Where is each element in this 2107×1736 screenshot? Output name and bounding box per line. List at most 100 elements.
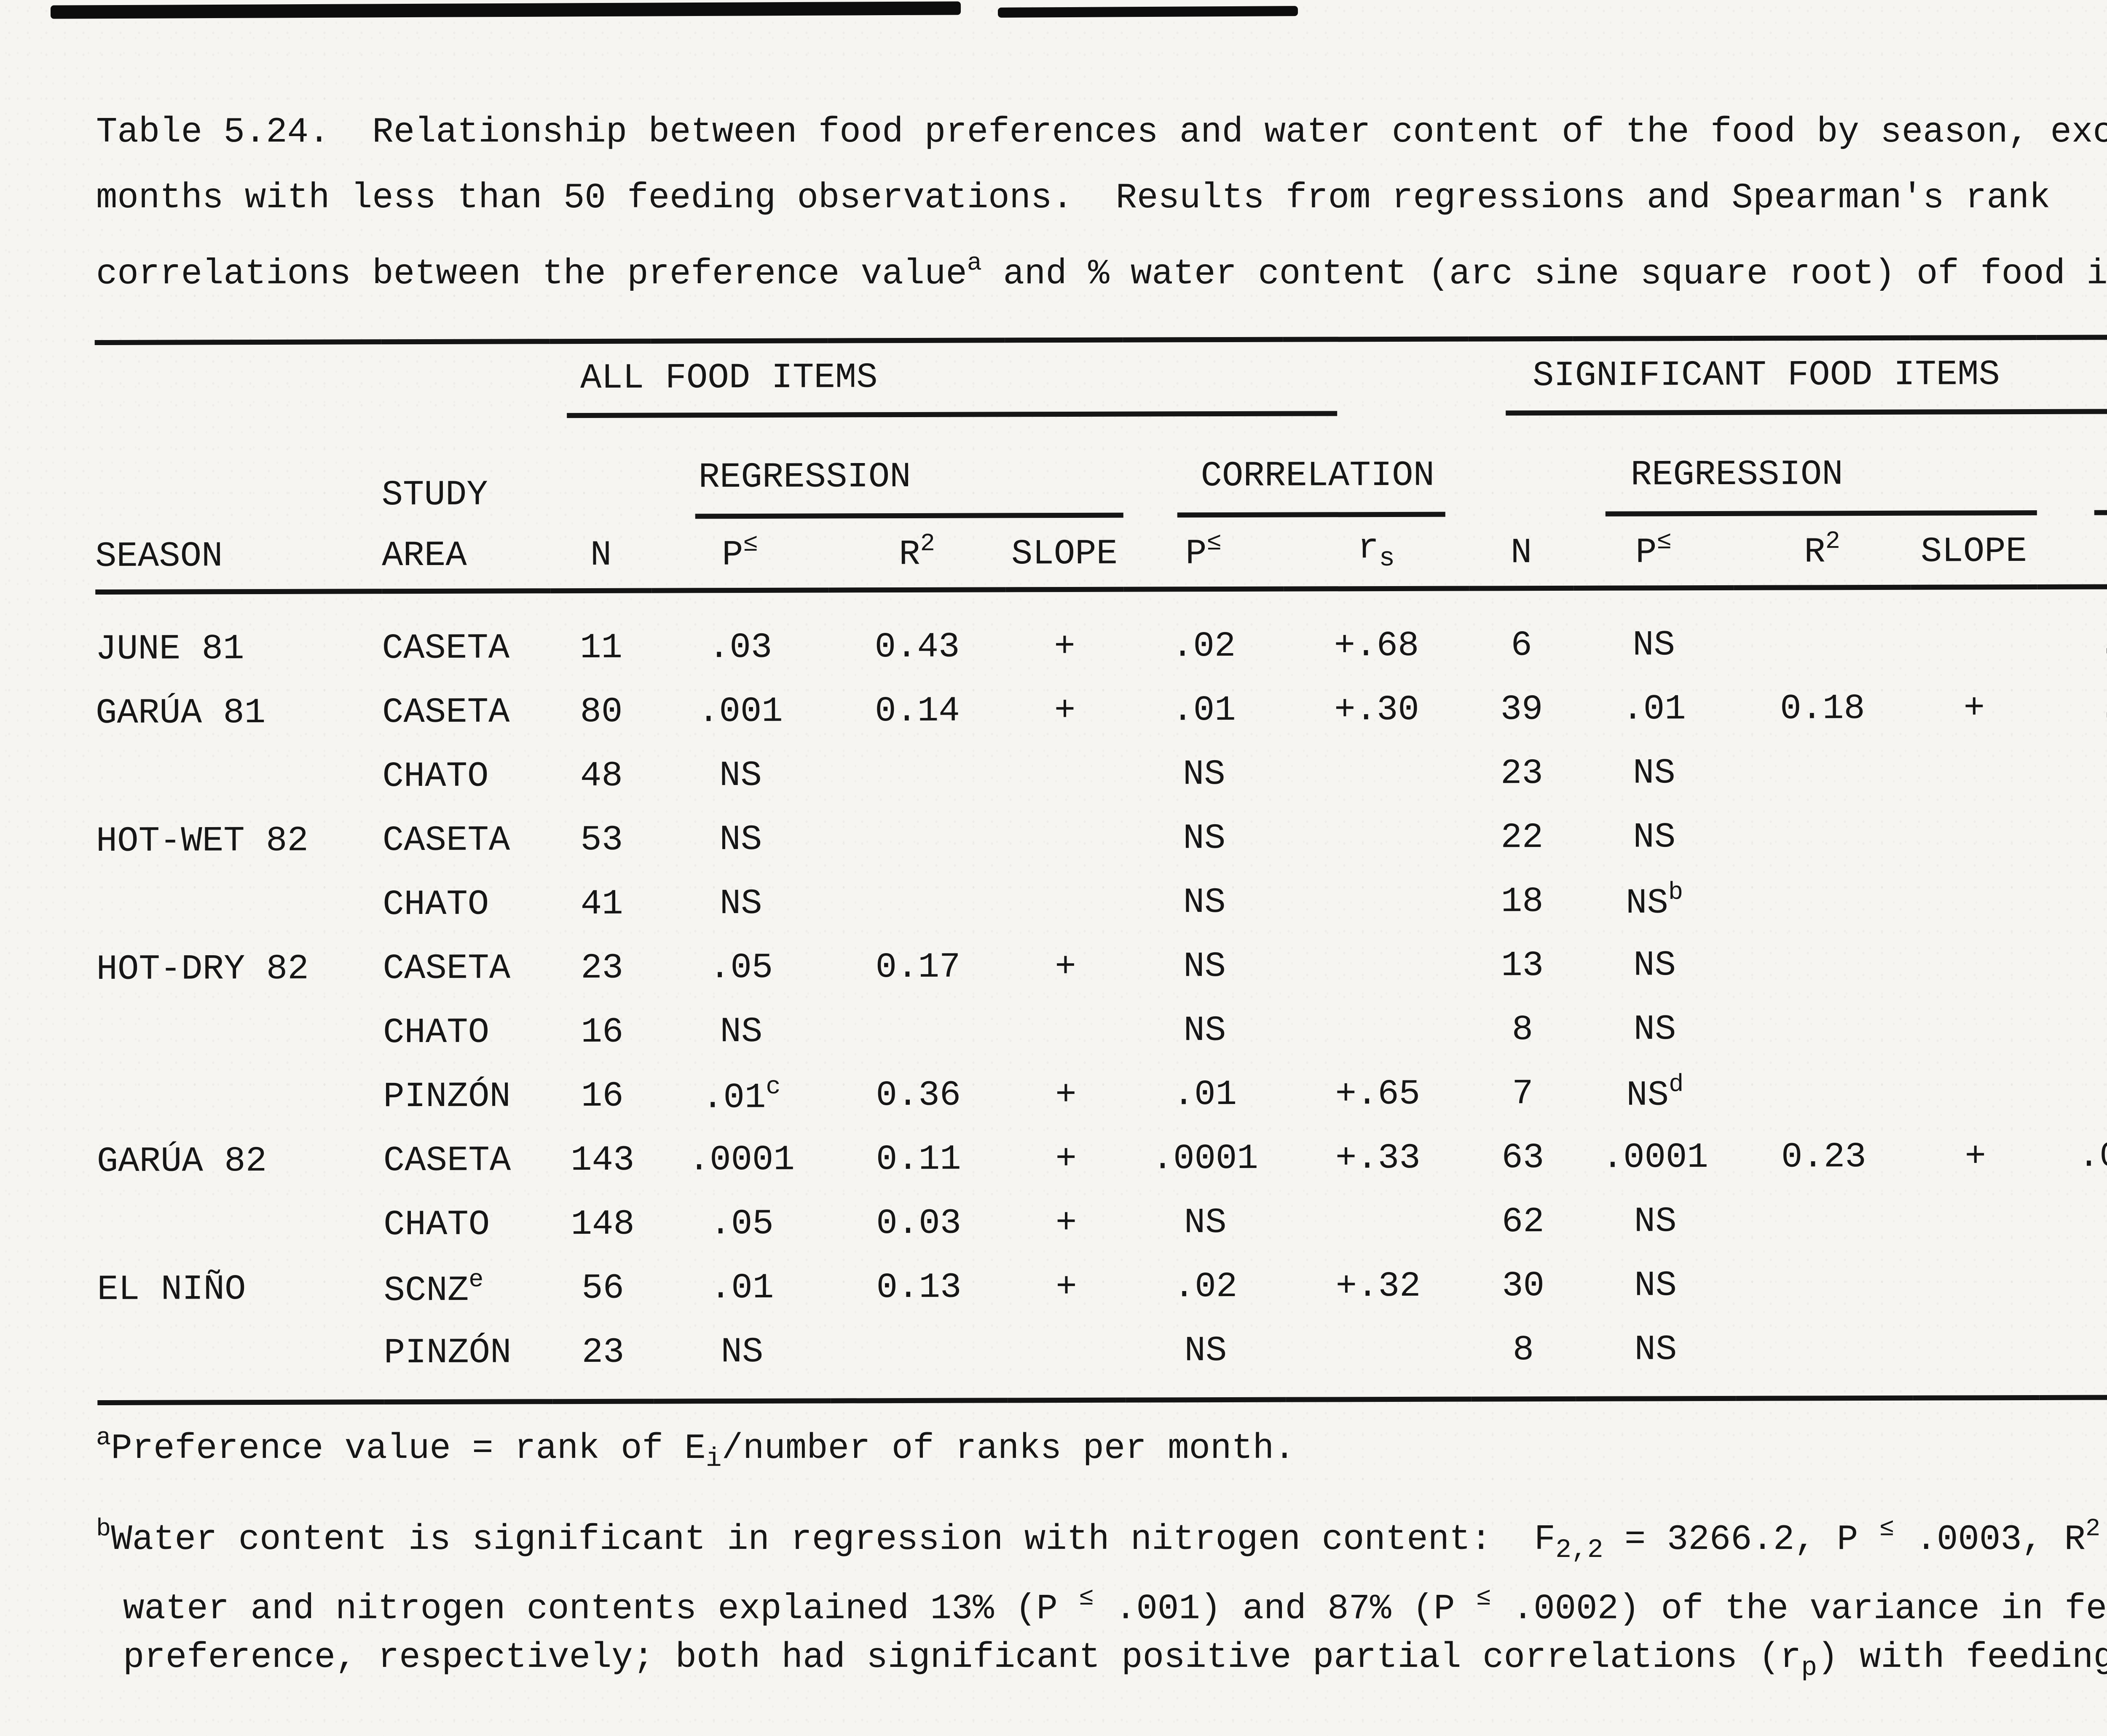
subscript: 2,2 xyxy=(1555,1535,1603,1565)
subscript: s xyxy=(1379,544,1395,575)
cell-p-correlation-all: NS xyxy=(1184,1332,1227,1372)
header-slope-all: SLOPE xyxy=(1005,517,1124,590)
cell-r2-all: 0.17 xyxy=(875,948,961,988)
cell-p-regression-sig: NS xyxy=(1634,1267,1677,1306)
subgroup-spacer xyxy=(550,418,651,520)
cell-r2-all: 0.13 xyxy=(876,1269,962,1308)
caption-line-3: correlations between the preference valu… xyxy=(96,251,2107,295)
cell-p-correlation-sig: NS xyxy=(2039,1189,2107,1254)
header-study: STUDY xyxy=(381,477,488,517)
cell-slope-all: + xyxy=(1055,948,1076,988)
cell-p-correlation-sig: NS xyxy=(2037,741,2107,805)
cell-rs-all: +.30 xyxy=(1334,691,1419,731)
cell-study-area: CASETA xyxy=(383,950,511,989)
cell-rs-all: +.33 xyxy=(1335,1139,1421,1179)
cell-slope-sig xyxy=(1911,587,2037,678)
cell-p-correlation-all: NS xyxy=(1182,756,1225,795)
cell-p-regression-all: .05 xyxy=(710,1205,774,1245)
cell-n-sig: 62 xyxy=(1501,1203,1544,1243)
cell-n-sig: 7 xyxy=(1512,1075,1533,1114)
superscript: 2 xyxy=(920,531,935,559)
cell-study-area: PINZÓN xyxy=(383,1078,511,1117)
table-row: CHATO 16 NS NS 8 NS NS xyxy=(97,997,2107,1066)
subgroup-label-correlation: CORRELATION xyxy=(2037,455,2107,495)
cell-study-area: CHATO xyxy=(383,1014,490,1053)
cell-slope-sig xyxy=(1912,1254,2039,1318)
footnote-b-marker: b xyxy=(96,1516,111,1544)
cell-r2-all xyxy=(829,808,1006,872)
cell-rs-all xyxy=(1285,999,1470,1063)
group-label-all-food-items: ALL FOOD ITEMS xyxy=(580,360,878,400)
superscript: ≤ xyxy=(1879,1516,1895,1544)
subgroup-regression-all: REGRESSION xyxy=(651,417,1123,519)
cell-n-sig: 8 xyxy=(1512,1331,1534,1371)
cell-n-sig: 8 xyxy=(1512,1011,1533,1050)
cell-rs-all xyxy=(1284,871,1470,935)
table-row: PINZÓN 16 .01c 0.36 + .01 +.65 7 NSd NS xyxy=(97,1061,2107,1131)
footnote-a-text: Preference value = rank of Ei/number of … xyxy=(111,1431,1295,1475)
subscript: i xyxy=(705,1444,722,1475)
cell-p-regression-all: NS xyxy=(720,1013,763,1053)
subscript: p xyxy=(1801,1652,1817,1683)
cell-p-correlation-sig: NS xyxy=(2039,1253,2107,1318)
header-slope-sig: SLOPE xyxy=(1910,515,2037,587)
cell-slope-all xyxy=(1006,744,1124,808)
cell-p-regression-sig: .01 xyxy=(1622,691,1686,730)
cell-p-correlation-sig: .04 xyxy=(2098,625,2107,664)
subgroup-regression-sig: REGRESSION xyxy=(1573,414,2037,517)
cell-n-sig: 39 xyxy=(1500,691,1543,730)
cell-rs-all: +.65 xyxy=(1335,1075,1421,1115)
table-row: GARÚA 81 CASETA 80 .001 0.14 + .01 +.30 39 .01 0.1… xyxy=(96,676,2107,746)
cell-r2-sig xyxy=(1734,934,1911,998)
cell-p-correlation-all: NS xyxy=(1183,948,1226,987)
cell-season: GARÚA 82 xyxy=(97,1142,267,1182)
superscript: 2 xyxy=(1825,529,1840,556)
footnote-b-line-1: bWater content is significant in regress… xyxy=(96,1506,2107,1575)
cell-rs-all: +.68 xyxy=(1334,627,1419,667)
cell-p-regression-sig: NS xyxy=(1633,947,1676,986)
cell-p-regression-sig: NSb xyxy=(1625,880,1683,924)
cell-slope-sig xyxy=(1911,933,2038,998)
cell-n-all: 11 xyxy=(580,629,623,669)
subgroup-underline-correlation xyxy=(2094,509,2107,515)
cell-slope-all: + xyxy=(1054,692,1076,731)
cell-study-area: CASETA xyxy=(382,822,510,861)
table-row: CHATO 41 NS NS 18 NSb NS xyxy=(96,868,2107,938)
group-label-significant-food-items: SIGNIFICANT FOOD ITEMS xyxy=(1532,357,2000,397)
cell-rs-all: +.32 xyxy=(1335,1267,1421,1307)
cell-p-regression-sig: .0001 xyxy=(1602,1139,1708,1178)
header-p-regression-sig: P≤ xyxy=(1573,516,1734,588)
cell-r2-all xyxy=(830,1000,1007,1064)
subgroup-correlation-sig: CORRELATION xyxy=(2037,413,2107,515)
cell-n-sig: 63 xyxy=(1501,1139,1544,1179)
header-season: SEASON xyxy=(95,520,382,592)
cell-slope-sig xyxy=(1911,869,2038,934)
header-p-regression-all: P≤ xyxy=(651,518,829,591)
header-r2-all: R2 xyxy=(828,518,1006,590)
cell-slope-sig xyxy=(1911,805,2038,870)
cell-p-correlation-all: NS xyxy=(1184,1204,1227,1243)
superscript: 2 xyxy=(2085,1516,2101,1544)
cell-r2-all: 0.03 xyxy=(876,1205,962,1244)
cell-r2-sig xyxy=(1734,806,1911,870)
cell-season: JUNE 81 xyxy=(95,630,244,670)
cell-r2-sig xyxy=(1734,870,1911,934)
cell-season xyxy=(97,1066,383,1131)
cell-slope-sig: + xyxy=(1963,690,1985,729)
cell-r2-all: 0.43 xyxy=(874,628,960,668)
cell-n-sig: 23 xyxy=(1500,755,1543,794)
cell-p-regression-all: .01 xyxy=(710,1269,774,1309)
table-body: JUNE 81CASETA11.030.43+.02+.686NS.04+.83… xyxy=(95,586,2107,1403)
header-n-all: N xyxy=(550,519,652,591)
cell-p-regression-sig: NS xyxy=(1633,1011,1676,1050)
cell-r2-all xyxy=(829,744,1006,808)
footnotes: aPreference value = rank of Ei/number of… xyxy=(96,1416,2107,1693)
cell-n-all: 16 xyxy=(581,1077,624,1117)
cell-season xyxy=(97,1322,384,1403)
cell-r2-all: 0.14 xyxy=(875,692,960,732)
cell-season xyxy=(97,1002,383,1066)
superscript: ≤ xyxy=(1079,1585,1094,1613)
cell-n-sig: 30 xyxy=(1502,1267,1545,1307)
